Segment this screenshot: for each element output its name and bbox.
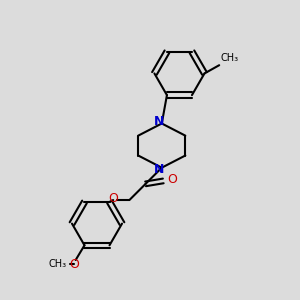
- Text: O: O: [167, 173, 177, 186]
- Text: O: O: [69, 258, 79, 271]
- Text: N: N: [154, 163, 165, 176]
- Text: CH₃: CH₃: [221, 53, 239, 63]
- Text: N: N: [154, 115, 165, 128]
- Text: O: O: [108, 192, 118, 205]
- Text: CH₃: CH₃: [49, 260, 67, 269]
